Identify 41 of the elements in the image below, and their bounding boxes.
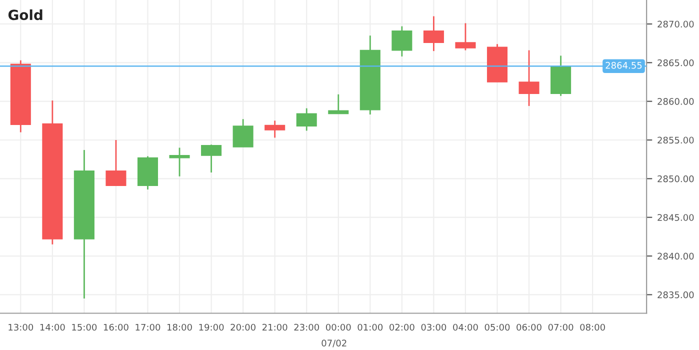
x-tick-label: 20:00 (230, 324, 256, 331)
candlestick (423, 16, 444, 52)
x-tick-label: 23:00 (294, 324, 320, 331)
x-tick-label: 13:00 (8, 324, 34, 331)
candlestick (169, 147, 190, 178)
x-tick-label: 18:00 (168, 324, 192, 331)
x-tick-label: 15:00 (72, 324, 97, 331)
candlestick (201, 144, 222, 174)
x-tick-label: 14:00 (40, 324, 65, 331)
y-tick-label: 2855.00 (658, 136, 694, 144)
y-tick-label: 2835.00 (658, 291, 694, 298)
y-tick-label: 2840.00 (658, 252, 694, 260)
candlestick (455, 22, 476, 51)
y-tick-label: 2870.00 (658, 20, 694, 28)
text: 07/02 (322, 340, 346, 348)
x-tick-label: 19:00 (199, 324, 224, 331)
ref-line-label: 2864.55 (606, 62, 642, 69)
x-tick-label: 17:00 (136, 324, 160, 331)
x-tick-label: 01:00 (358, 324, 383, 331)
candlestick (328, 94, 349, 114)
x-tick-label: 05:00 (484, 324, 510, 331)
x-tick-label: 00:00 (326, 324, 351, 331)
candlestick (264, 120, 286, 138)
x-tick-label: 08:00 (580, 324, 605, 331)
candlestick (518, 50, 540, 107)
x-tick-label: 03:00 (421, 324, 446, 331)
x-tick-label: 21:00 (262, 324, 288, 331)
y-tick-label: 2860.00 (658, 98, 694, 105)
candlestick (392, 26, 412, 58)
x-tick-label: 16:00 (104, 324, 128, 331)
x-tick-label: 07:00 (548, 324, 574, 331)
y-tick-label: 2865.00 (658, 59, 694, 66)
x-tick-label: 04:00 (453, 324, 478, 331)
candlestick (232, 118, 254, 148)
x-tick-label: 06:00 (516, 324, 542, 331)
candlestick (296, 108, 317, 132)
text: Gold (8, 9, 42, 20)
x-tick-label: 02:00 (390, 324, 414, 331)
y-tick-label: 2845.00 (658, 214, 694, 221)
y-tick-label: 2850.00 (658, 175, 694, 182)
candlestick (106, 139, 126, 186)
